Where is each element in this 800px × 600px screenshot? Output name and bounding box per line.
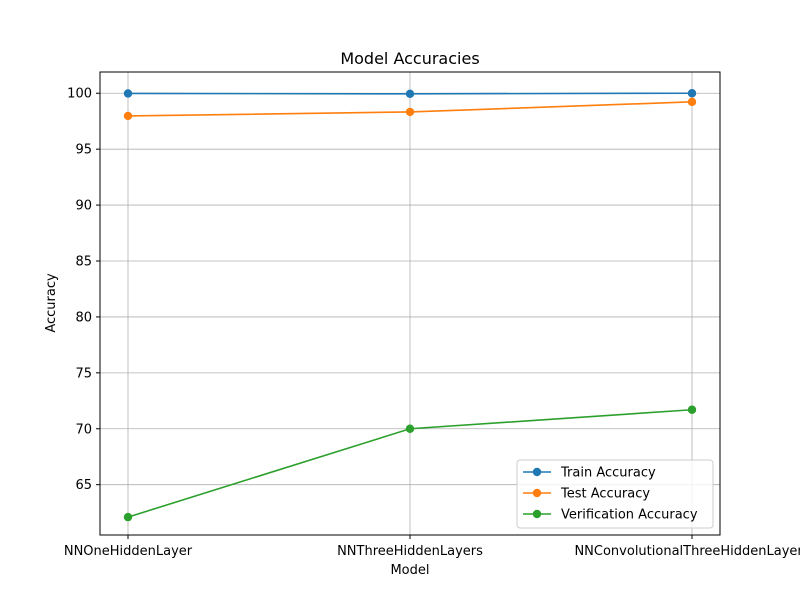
train-accuracy-legend-marker [532, 467, 542, 477]
y-tick-label: 80 [75, 310, 92, 325]
y-tick-label: 100 [67, 87, 92, 102]
x-axis-label: Model [390, 563, 429, 578]
verification-accuracy-point [687, 405, 697, 414]
y-axis-label: Accuracy [44, 273, 59, 333]
test-accuracy-point [123, 111, 133, 121]
y-tick-label: 85 [75, 255, 92, 270]
y-tick-label: 75 [75, 366, 92, 381]
verification-accuracy-legend-marker [532, 509, 542, 519]
x-axis-ticks: NNOneHiddenLayer NNThreeHiddenLayers NNCon… [64, 535, 800, 559]
y-tick-label: 65 [75, 478, 92, 493]
train-accuracy-point [405, 89, 415, 99]
test-accuracy-point [687, 97, 697, 107]
x-tick-label: NNConvolutionalThreeHiddenLayers [574, 544, 800, 559]
y-tick-label: 70 [75, 422, 92, 437]
legend-box [516, 459, 714, 529]
verification-accuracy-point [405, 424, 415, 433]
test-accuracy-point [405, 107, 415, 117]
legend: Train Accuracy Test Accuracy Verification … [516, 459, 714, 529]
train-accuracy-point [123, 89, 133, 98]
y-tick-label: 90 [75, 199, 92, 214]
y-tick-label: 95 [75, 143, 92, 158]
legend-label-test-accuracy: Test Accuracy [560, 487, 650, 502]
verification-accuracy-point [123, 512, 133, 522]
x-tick-label: NNThreeHiddenLayers [337, 544, 483, 559]
y-axis-ticks: 65 70 75 80 85 90 95 100 [67, 87, 100, 493]
test-accuracy-legend-marker [532, 488, 542, 498]
legend-label-train-accuracy: Train Accuracy [560, 466, 656, 481]
legend-label-verification-accuracy: Verification Accuracy [561, 508, 698, 523]
chart-title: Model Accuracies [340, 49, 479, 68]
series-layer [123, 89, 697, 522]
x-tick-label: NNOneHiddenLayer [64, 544, 193, 559]
train-accuracy-point [687, 89, 697, 98]
